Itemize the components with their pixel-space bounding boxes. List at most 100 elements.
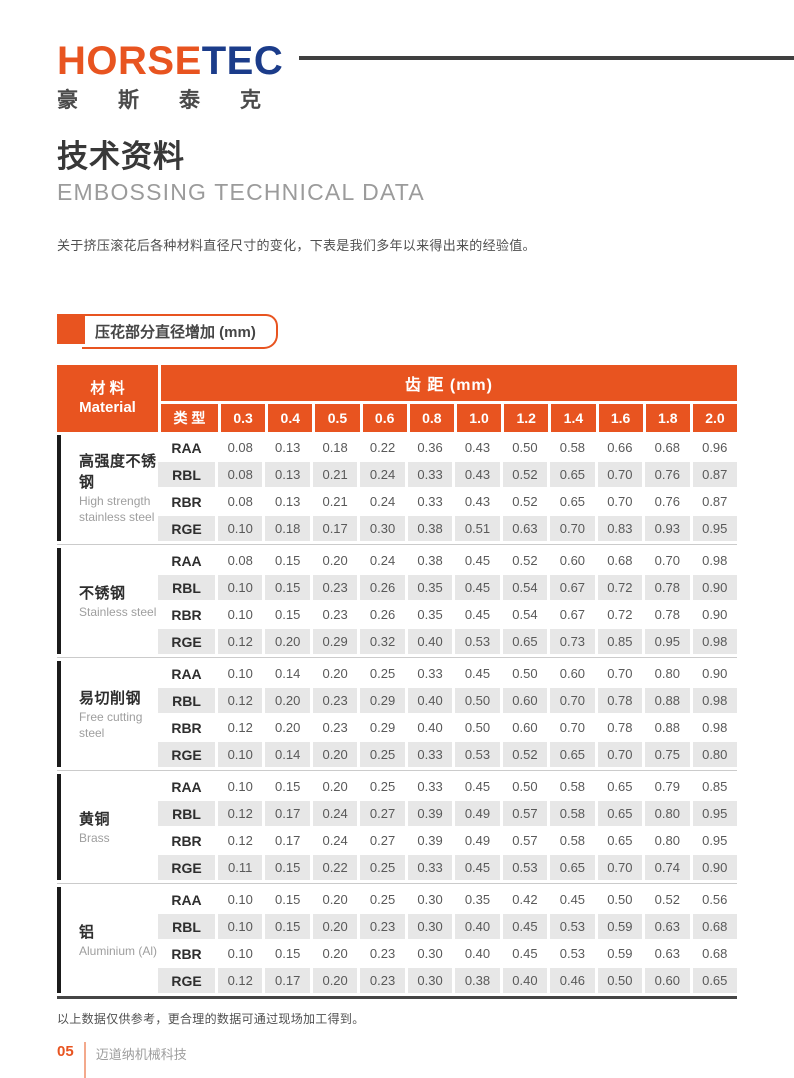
value-cell: 0.90 <box>702 666 728 681</box>
value-cell: 0.30 <box>417 946 443 961</box>
material-name-en: Stainless steel <box>79 604 157 619</box>
value-cell: 0.20 <box>322 779 348 794</box>
value-cell: 0.54 <box>512 607 538 622</box>
value-cell: 0.75 <box>645 742 690 767</box>
value-cell: 0.25 <box>369 666 396 681</box>
value-cell: 0.65 <box>607 833 633 848</box>
value-cell: 0.70 <box>597 462 643 487</box>
group-rows: RAA 0.08 0.15 0.20 0.24 0.38 0.45 0.52 0.60 0.68… <box>158 547 737 655</box>
value-cell: 0.17 <box>265 968 310 993</box>
value-cell: 0.76 <box>645 462 690 487</box>
value-cell: 0.98 <box>702 720 728 735</box>
value-cell: 0.39 <box>417 833 443 848</box>
value-cell: 0.22 <box>369 440 396 455</box>
value-cell: 0.70 <box>597 742 643 767</box>
value-cell: 0.50 <box>512 666 538 681</box>
value-cell: 0.58 <box>559 779 586 794</box>
value-cell: 0.43 <box>464 440 491 455</box>
header: HORSETEC 豪 斯 泰 克 <box>57 40 794 114</box>
value-cell: 0.52 <box>654 892 680 907</box>
table-row: RBL 0.12 0.20 0.23 0.29 0.40 0.50 0.60 0.70 0.78… <box>158 687 737 714</box>
value-cell: 0.10 <box>227 666 253 681</box>
footer-company-name: 迈道纳机械科技 <box>95 1047 187 1062</box>
value-cell: 0.15 <box>275 607 301 622</box>
value-cell: 0.29 <box>369 720 396 735</box>
value-cell: 0.30 <box>360 516 405 541</box>
value-cell: 0.08 <box>227 553 253 568</box>
value-cell: 0.50 <box>455 688 500 713</box>
material-column-header: 材 料 Material <box>57 365 158 432</box>
value-cell: 0.80 <box>645 801 690 826</box>
value-cell: 0.80 <box>654 666 680 681</box>
value-cell: 0.65 <box>550 855 595 880</box>
table-row: RBL 0.10 0.15 0.20 0.23 0.30 0.40 0.45 0.53 0.59… <box>158 913 737 940</box>
value-cell: 0.52 <box>502 462 548 487</box>
value-cell: 0.65 <box>550 462 595 487</box>
material-group: 黄铜 Brass RAA 0.10 0.15 0.20 0.25 0.33 0.45 0.5… <box>57 770 737 883</box>
value-cell: 0.45 <box>512 946 538 961</box>
value-cell: 0.95 <box>692 516 737 541</box>
type-cell: RAA <box>171 552 202 569</box>
value-cell: 0.10 <box>218 575 263 600</box>
value-cell: 0.23 <box>360 914 405 939</box>
table-row: RGE 0.10 0.18 0.17 0.30 0.38 0.51 0.63 0.70 0.83… <box>158 515 737 542</box>
value-cell: 0.76 <box>654 494 680 509</box>
value-cell: 0.10 <box>218 742 263 767</box>
section-label-text: 压花部分直径增加 (mm) <box>82 314 278 349</box>
footnote-text: 以上数据仅供参考，更合理的数据可通过现场加工得到。 <box>57 1012 365 1026</box>
value-cell: 0.78 <box>597 688 643 713</box>
value-cell: 0.33 <box>417 779 443 794</box>
value-cell: 0.58 <box>559 440 586 455</box>
logo-chinese-char: 克 <box>240 89 261 112</box>
table-row: RBR 0.12 0.20 0.23 0.29 0.40 0.50 0.60 0.70 0.78… <box>158 714 737 741</box>
value-cell: 0.98 <box>692 688 737 713</box>
value-cell: 0.65 <box>597 801 643 826</box>
value-cell: 0.23 <box>360 968 405 993</box>
value-cell: 0.15 <box>265 914 310 939</box>
value-cell: 0.40 <box>407 629 453 654</box>
value-cell: 0.12 <box>218 801 263 826</box>
value-cell: 0.49 <box>455 801 500 826</box>
table-row: RBL 0.10 0.15 0.23 0.26 0.35 0.45 0.54 0.67 0.72… <box>158 574 737 601</box>
value-cell: 0.24 <box>360 462 405 487</box>
table-row: RGE 0.10 0.14 0.20 0.25 0.33 0.53 0.52 0.65 0.70… <box>158 741 737 768</box>
value-cell: 0.35 <box>407 575 453 600</box>
table-row: RGE 0.11 0.15 0.22 0.25 0.33 0.45 0.53 0.65 0.70… <box>158 854 737 881</box>
value-cell: 0.38 <box>407 516 453 541</box>
table-row: RBR 0.08 0.13 0.21 0.24 0.33 0.43 0.52 0.65 0.70… <box>158 488 737 515</box>
value-cell: 0.79 <box>654 779 680 794</box>
material-header-cn: 材 料 <box>90 379 125 397</box>
group-rows: RAA 0.10 0.15 0.20 0.25 0.33 0.45 0.50 0.58 0.65… <box>158 773 737 881</box>
value-cell: 0.68 <box>702 946 728 961</box>
value-cell: 0.88 <box>654 720 680 735</box>
value-cell: 0.18 <box>265 516 310 541</box>
value-cell: 0.63 <box>645 914 690 939</box>
value-cell: 0.12 <box>218 688 263 713</box>
value-cell: 0.60 <box>512 720 538 735</box>
material-cell: 铝 Aluminium (Al) <box>57 886 158 994</box>
table-row: RGE 0.12 0.17 0.20 0.23 0.30 0.38 0.40 0.46 0.50… <box>158 967 737 994</box>
material-cell: 黄铜 Brass <box>57 773 158 881</box>
value-cell: 0.60 <box>645 968 690 993</box>
value-cell: 0.52 <box>512 494 538 509</box>
value-cell: 0.87 <box>692 462 737 487</box>
value-cell: 0.40 <box>464 946 491 961</box>
value-cell: 0.68 <box>654 440 680 455</box>
value-cell: 0.12 <box>227 720 253 735</box>
value-cell: 0.45 <box>464 779 491 794</box>
value-cell: 0.85 <box>702 779 728 794</box>
value-cell: 0.08 <box>218 462 263 487</box>
value-cell: 0.72 <box>607 607 633 622</box>
value-cell: 0.39 <box>407 801 453 826</box>
value-cell: 0.70 <box>550 516 595 541</box>
value-cell: 0.21 <box>322 494 348 509</box>
page-footer: 05 迈道纳机械科技 <box>57 1042 737 1078</box>
value-cell: 0.50 <box>512 779 538 794</box>
logo-chinese-char: 斯 <box>118 89 139 112</box>
value-cell: 0.87 <box>702 494 728 509</box>
logo-chinese: 豪斯泰克 <box>57 84 261 114</box>
value-cell: 0.68 <box>692 914 737 939</box>
page-title: 技术资料 <box>57 139 185 174</box>
logo: HORSETEC 豪 斯 泰 克 <box>57 40 283 114</box>
value-cell: 0.40 <box>417 720 443 735</box>
